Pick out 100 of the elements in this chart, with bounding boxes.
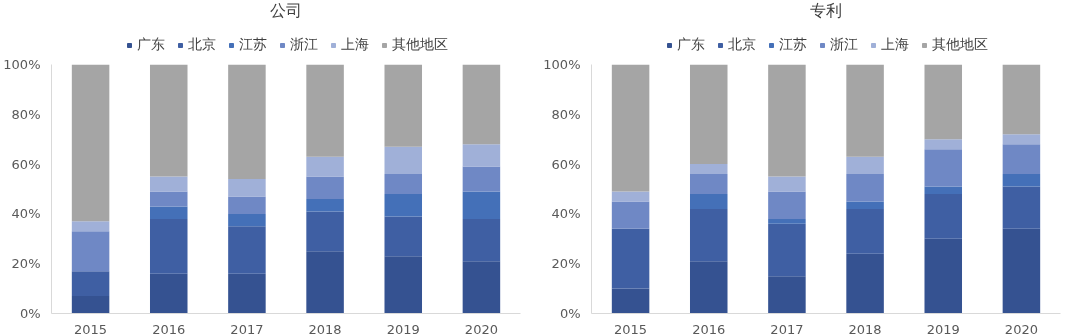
x-tick-label: 2015 (74, 321, 108, 336)
x-tick-label: 2019 (386, 321, 420, 336)
bar (1002, 186, 1041, 229)
bar (768, 218, 806, 224)
legend-label: 浙江 (289, 36, 318, 54)
bar (306, 211, 344, 252)
y-tick-label: 80% (551, 106, 581, 122)
bar (384, 216, 423, 257)
legend-label: 广东 (136, 36, 165, 54)
bar (846, 174, 884, 202)
bar (228, 213, 266, 227)
bar (149, 218, 188, 274)
bar (768, 64, 806, 177)
x-tick-label: 2016 (152, 321, 186, 336)
bar (306, 156, 344, 177)
bar (228, 273, 266, 314)
x-tick-label: 2018 (848, 321, 882, 336)
bar (306, 176, 344, 199)
bar (71, 64, 110, 222)
bar (384, 256, 423, 314)
x-tick-label: 2020 (1004, 321, 1038, 336)
bar (924, 64, 963, 140)
legend-label: 广东 (676, 36, 705, 54)
y-tick-label: 60% (551, 156, 581, 172)
bar (71, 221, 110, 232)
bar (846, 253, 884, 314)
bar (689, 164, 728, 175)
y-tick-label: 100% (3, 57, 41, 72)
bar (228, 64, 266, 180)
bar (1002, 134, 1041, 145)
legend-label: 江苏 (238, 36, 267, 54)
legend-label: 其他地区 (931, 36, 988, 54)
bar (149, 206, 188, 219)
bar (689, 208, 728, 262)
bar (768, 191, 806, 219)
bar (611, 64, 650, 192)
bar (689, 193, 728, 209)
x-tick-label: 2015 (614, 321, 648, 336)
legend-label: 浙江 (829, 36, 858, 54)
x-tick-label: 2016 (692, 321, 726, 336)
bar (924, 186, 963, 194)
bar (149, 273, 188, 314)
bar (462, 166, 501, 192)
bar (924, 149, 963, 187)
x-tick-label: 2017 (770, 321, 804, 336)
bar (768, 223, 806, 277)
y-tick-label: 60% (11, 156, 41, 172)
bar (462, 191, 501, 219)
y-tick-label: 0% (559, 306, 581, 321)
bar (768, 176, 806, 192)
bar (1002, 144, 1041, 175)
legend-label: 上海 (880, 36, 909, 54)
bar (846, 208, 884, 254)
y-tick-label: 40% (551, 206, 581, 222)
bar (462, 64, 501, 145)
y-tick-label: 20% (11, 256, 41, 272)
bar (462, 144, 501, 167)
y-tick-label: 100% (543, 57, 581, 72)
bar (306, 198, 344, 212)
bar (384, 174, 423, 194)
bar (228, 226, 266, 274)
x-tick-label: 2017 (230, 321, 264, 336)
y-tick-label: 0% (19, 306, 41, 321)
bar (846, 64, 884, 157)
bar (1002, 174, 1041, 187)
y-tick-label: 40% (11, 206, 41, 222)
bar (689, 64, 728, 165)
bar (924, 139, 963, 150)
bar (689, 174, 728, 194)
x-tick-label: 2019 (926, 321, 960, 336)
bar (611, 228, 650, 289)
legend-label: 上海 (340, 36, 369, 54)
legend-label: 江苏 (778, 36, 807, 54)
chart-title: 公司 (270, 0, 302, 20)
bar (306, 64, 344, 157)
bar (1002, 64, 1041, 135)
bar (306, 251, 344, 314)
bar (384, 64, 423, 147)
bar (228, 179, 266, 197)
bar (768, 276, 806, 314)
bar (71, 271, 110, 297)
bar (149, 191, 188, 207)
legend-label: 北京 (727, 36, 756, 54)
bar (924, 238, 963, 314)
legend-label: 其他地区 (391, 36, 448, 54)
bar (228, 196, 266, 214)
bar (1002, 228, 1041, 314)
bar (149, 64, 188, 177)
legend-label: 北京 (187, 36, 216, 54)
bar (149, 176, 188, 192)
bar (611, 288, 650, 314)
y-tick-label: 20% (551, 256, 581, 272)
bar (71, 231, 110, 272)
bar (846, 156, 884, 175)
bar (611, 201, 650, 229)
bar (924, 193, 963, 239)
bar (384, 146, 423, 175)
bar (71, 296, 110, 314)
bar (384, 193, 423, 217)
bar (462, 261, 501, 314)
